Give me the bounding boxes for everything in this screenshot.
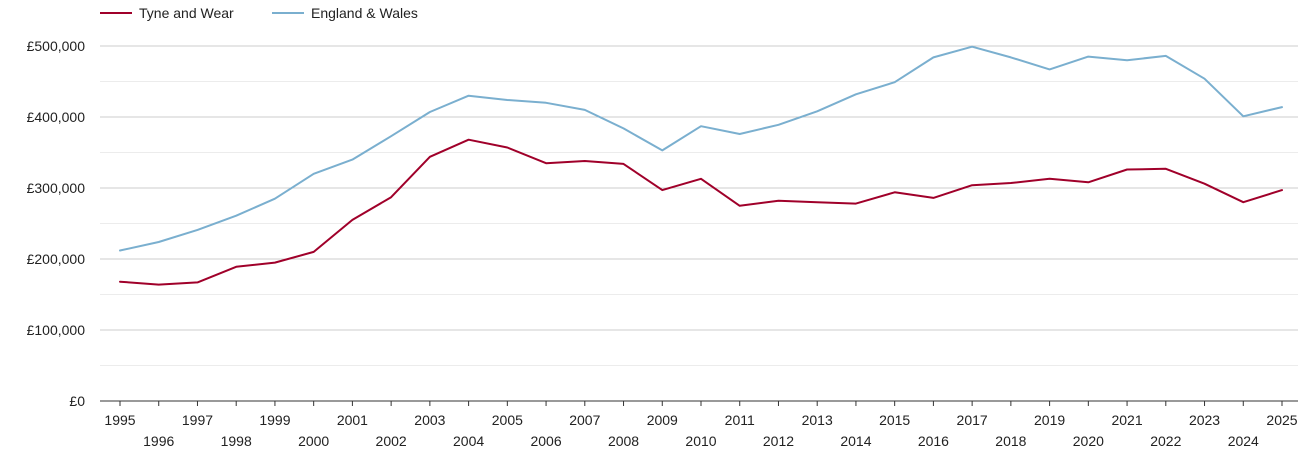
x-tick-label: 1995 bbox=[104, 412, 135, 428]
y-tick-label: £500,000 bbox=[27, 38, 86, 54]
x-tick-label: 2000 bbox=[298, 433, 329, 449]
x-tick-label: 2017 bbox=[957, 412, 988, 428]
x-tick-label: 2004 bbox=[453, 433, 484, 449]
series-line-england-and-wales bbox=[119, 45, 1283, 252]
y-tick-label: £400,000 bbox=[27, 109, 86, 125]
grid bbox=[100, 45, 1298, 402]
legend-label-tyne-and-wear: Tyne and Wear bbox=[139, 5, 234, 21]
y-tick-label: £200,000 bbox=[27, 251, 86, 267]
series-line-tyne-and-wear bbox=[119, 138, 1283, 286]
x-tick-label: 2012 bbox=[763, 433, 794, 449]
x-tick-label: 2008 bbox=[608, 433, 639, 449]
y-axis-tick-labels: £0 £100,000 £200,000 £300,000 £400,000 £500,0… bbox=[27, 38, 86, 409]
x-tick-label: 2021 bbox=[1111, 412, 1142, 428]
x-tick-label: 1999 bbox=[259, 412, 290, 428]
x-tick-label: 2016 bbox=[918, 433, 949, 449]
x-tick-label: 2023 bbox=[1189, 412, 1220, 428]
x-tick-label: 2022 bbox=[1150, 433, 1181, 449]
x-tick-label: 1996 bbox=[143, 433, 174, 449]
y-tick-label: £100,000 bbox=[27, 322, 86, 338]
x-tick-label: 2009 bbox=[647, 412, 678, 428]
y-tick-label: £300,000 bbox=[27, 180, 86, 196]
x-tick-label: 2024 bbox=[1228, 433, 1259, 449]
x-tick-label: 2005 bbox=[492, 412, 523, 428]
series-lines bbox=[119, 45, 1283, 286]
y-tick-label: £0 bbox=[69, 393, 85, 409]
x-tick-label: 2006 bbox=[530, 433, 561, 449]
x-tick-label: 2019 bbox=[1034, 412, 1065, 428]
x-tick-label: 2018 bbox=[995, 433, 1026, 449]
x-tick-label: 2010 bbox=[685, 433, 716, 449]
x-tick-label: 2011 bbox=[725, 412, 755, 428]
x-tick-label: 2020 bbox=[1073, 433, 1104, 449]
x-tick-label: 2015 bbox=[879, 412, 910, 428]
legend: Tyne and Wear England & Wales bbox=[100, 5, 418, 21]
x-tick-label: 2007 bbox=[569, 412, 600, 428]
x-tick-label: 2003 bbox=[414, 412, 445, 428]
x-tick-label: 1998 bbox=[221, 433, 252, 449]
x-tick-label: 2014 bbox=[840, 433, 871, 449]
x-tick-label: 2002 bbox=[376, 433, 407, 449]
legend-label-england-and-wales: England & Wales bbox=[311, 5, 418, 21]
x-tick-label: 2013 bbox=[802, 412, 833, 428]
x-tick-label: 2001 bbox=[337, 412, 368, 428]
x-tick-label: 1997 bbox=[182, 412, 213, 428]
x-tick-label: 2025 bbox=[1266, 412, 1297, 428]
x-axis-tick-labels: 1995 1996 1997 1998 1999 2000 2001 2002 2003 2004… bbox=[104, 401, 1298, 449]
